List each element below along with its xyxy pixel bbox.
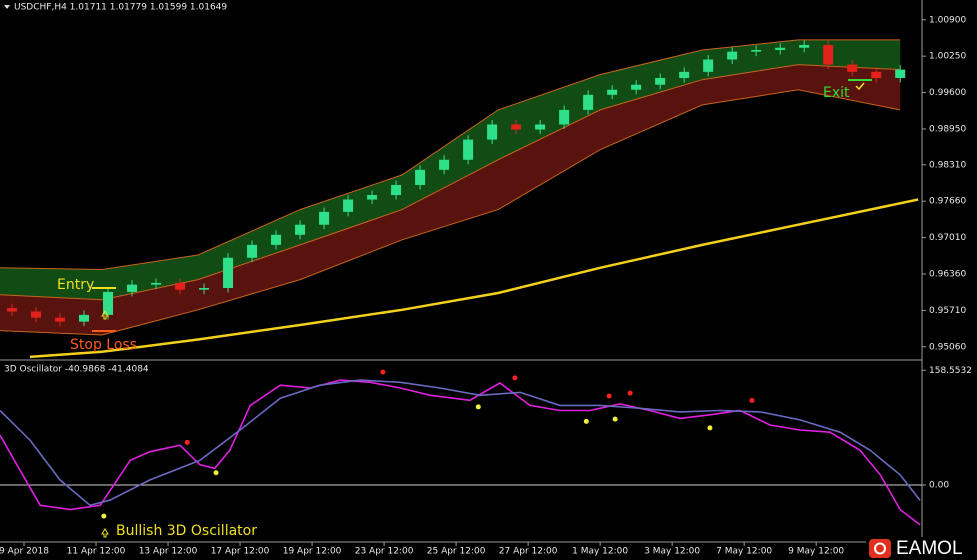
candle-body [151, 282, 162, 285]
candle-body [247, 244, 258, 258]
candle-body [343, 199, 354, 212]
lower-band-line [0, 89, 901, 336]
oscillator-line [0, 379, 921, 507]
y-tick-label: 0.98310 [929, 160, 966, 170]
plot-layer: 1.00900 1.00250 0.99600 0.98950 0.98310 0.976… [0, 15, 972, 557]
sell-signal [380, 369, 386, 375]
sell-signal [512, 375, 518, 381]
watermark-icon-ring [874, 542, 886, 555]
sell-signal [749, 397, 755, 403]
candle-body [727, 51, 738, 60]
bullish-label: Bullish 3D Oscillator [116, 523, 257, 539]
watermark-box [866, 537, 977, 560]
candle-body [319, 211, 330, 225]
candle-body [607, 89, 618, 95]
x-tick-label: 9 May 12:00 [788, 547, 844, 557]
candle-body [799, 44, 810, 48]
sell-signal [627, 390, 633, 396]
candle-body [871, 71, 882, 78]
candle-body [295, 224, 306, 235]
watermark: EAMOL [896, 538, 963, 559]
exit-label: Exit [823, 85, 850, 101]
sell-signal [606, 393, 612, 399]
buy-signal [213, 470, 219, 476]
watermark-icon [869, 539, 891, 558]
x-tick-label: 25 Apr 12:00 [427, 547, 486, 557]
x-tick-label: 23 Apr 12:00 [355, 547, 414, 557]
candle-body [271, 234, 282, 245]
entry-arrow [101, 310, 109, 320]
candle-body [679, 71, 690, 78]
lower-band-fill [0, 64, 901, 336]
candle-body [439, 159, 450, 170]
middle-band-line [0, 64, 901, 301]
x-tick-label: 19 Apr 12:00 [283, 547, 342, 557]
candle-body [655, 78, 666, 85]
candle-body [583, 94, 594, 110]
buy-signal [475, 404, 481, 410]
y-tick-label: 0.97660 [929, 197, 966, 207]
candle-body [79, 314, 90, 322]
buy-signal [583, 418, 589, 424]
candle-body [7, 308, 18, 312]
candle-body [751, 50, 762, 52]
y-tick-label: 0.96360 [929, 270, 966, 280]
oscillator-title: 3D Oscillator -40.9868 -41.4084 [4, 365, 149, 375]
y-tick-label: 1.00900 [929, 15, 966, 25]
candle-body [775, 47, 786, 50]
x-tick-label: 3 May 12:00 [644, 547, 700, 557]
y-tick-label: 0.00 [929, 481, 949, 491]
menu-icon [4, 5, 10, 9]
buy-signal [612, 416, 618, 422]
candle-body [415, 169, 426, 185]
buy-signal [707, 425, 713, 431]
candle-body [487, 124, 498, 140]
y-tick-label: 0.95710 [929, 306, 966, 316]
candle-body [463, 139, 474, 160]
candle-body [223, 257, 234, 288]
candle-body [391, 184, 402, 196]
entry-label: Entry [57, 277, 94, 293]
bullish-arrow [101, 528, 109, 538]
upper-band-fill [0, 39, 901, 300]
candle-body [847, 64, 858, 72]
candle-body [535, 124, 546, 130]
x-tick-label: 7 May 12:00 [716, 547, 772, 557]
candle-body [895, 69, 906, 78]
candle-body [823, 44, 834, 65]
y-tick-label: 158.5532 [929, 366, 972, 376]
sell-signal [184, 439, 190, 445]
stop-loss-label: Stop Loss [70, 337, 137, 353]
y-tick-label: 0.97010 [929, 233, 966, 243]
x-tick-label: 9 Apr 2018 [0, 547, 49, 557]
x-tick-label: 11 Apr 12:00 [67, 547, 126, 557]
candle-body [631, 84, 642, 90]
y-tick-label: 1.00250 [929, 52, 966, 62]
candle-body [127, 284, 138, 292]
oscillator-line [0, 379, 921, 526]
x-tick-label: 1 May 12:00 [572, 547, 628, 557]
y-tick-label: 0.99600 [929, 88, 966, 98]
y-tick-label: 0.95060 [929, 342, 966, 352]
upper-band-line [0, 39, 901, 271]
exit-check [855, 82, 865, 91]
candle-body [511, 124, 522, 130]
x-tick-label: 13 Apr 12:00 [139, 547, 198, 557]
x-tick-label: 17 Apr 12:00 [211, 547, 270, 557]
candle-body [199, 288, 210, 290]
chart-title: USDCHF,H4 1.01711 1.01779 1.01599 1.0164… [14, 3, 227, 13]
candle-body [175, 282, 186, 290]
candle-body [559, 109, 570, 125]
candle-body [103, 291, 114, 315]
y-tick-label: 0.98950 [929, 124, 966, 134]
x-tick-label: 27 Apr 12:00 [499, 547, 558, 557]
candle-body [703, 59, 714, 72]
buy-signal [101, 513, 107, 519]
candle-body [55, 317, 66, 322]
candle-body [31, 311, 42, 318]
moving-average [29, 198, 919, 359]
candle-body [367, 195, 378, 200]
